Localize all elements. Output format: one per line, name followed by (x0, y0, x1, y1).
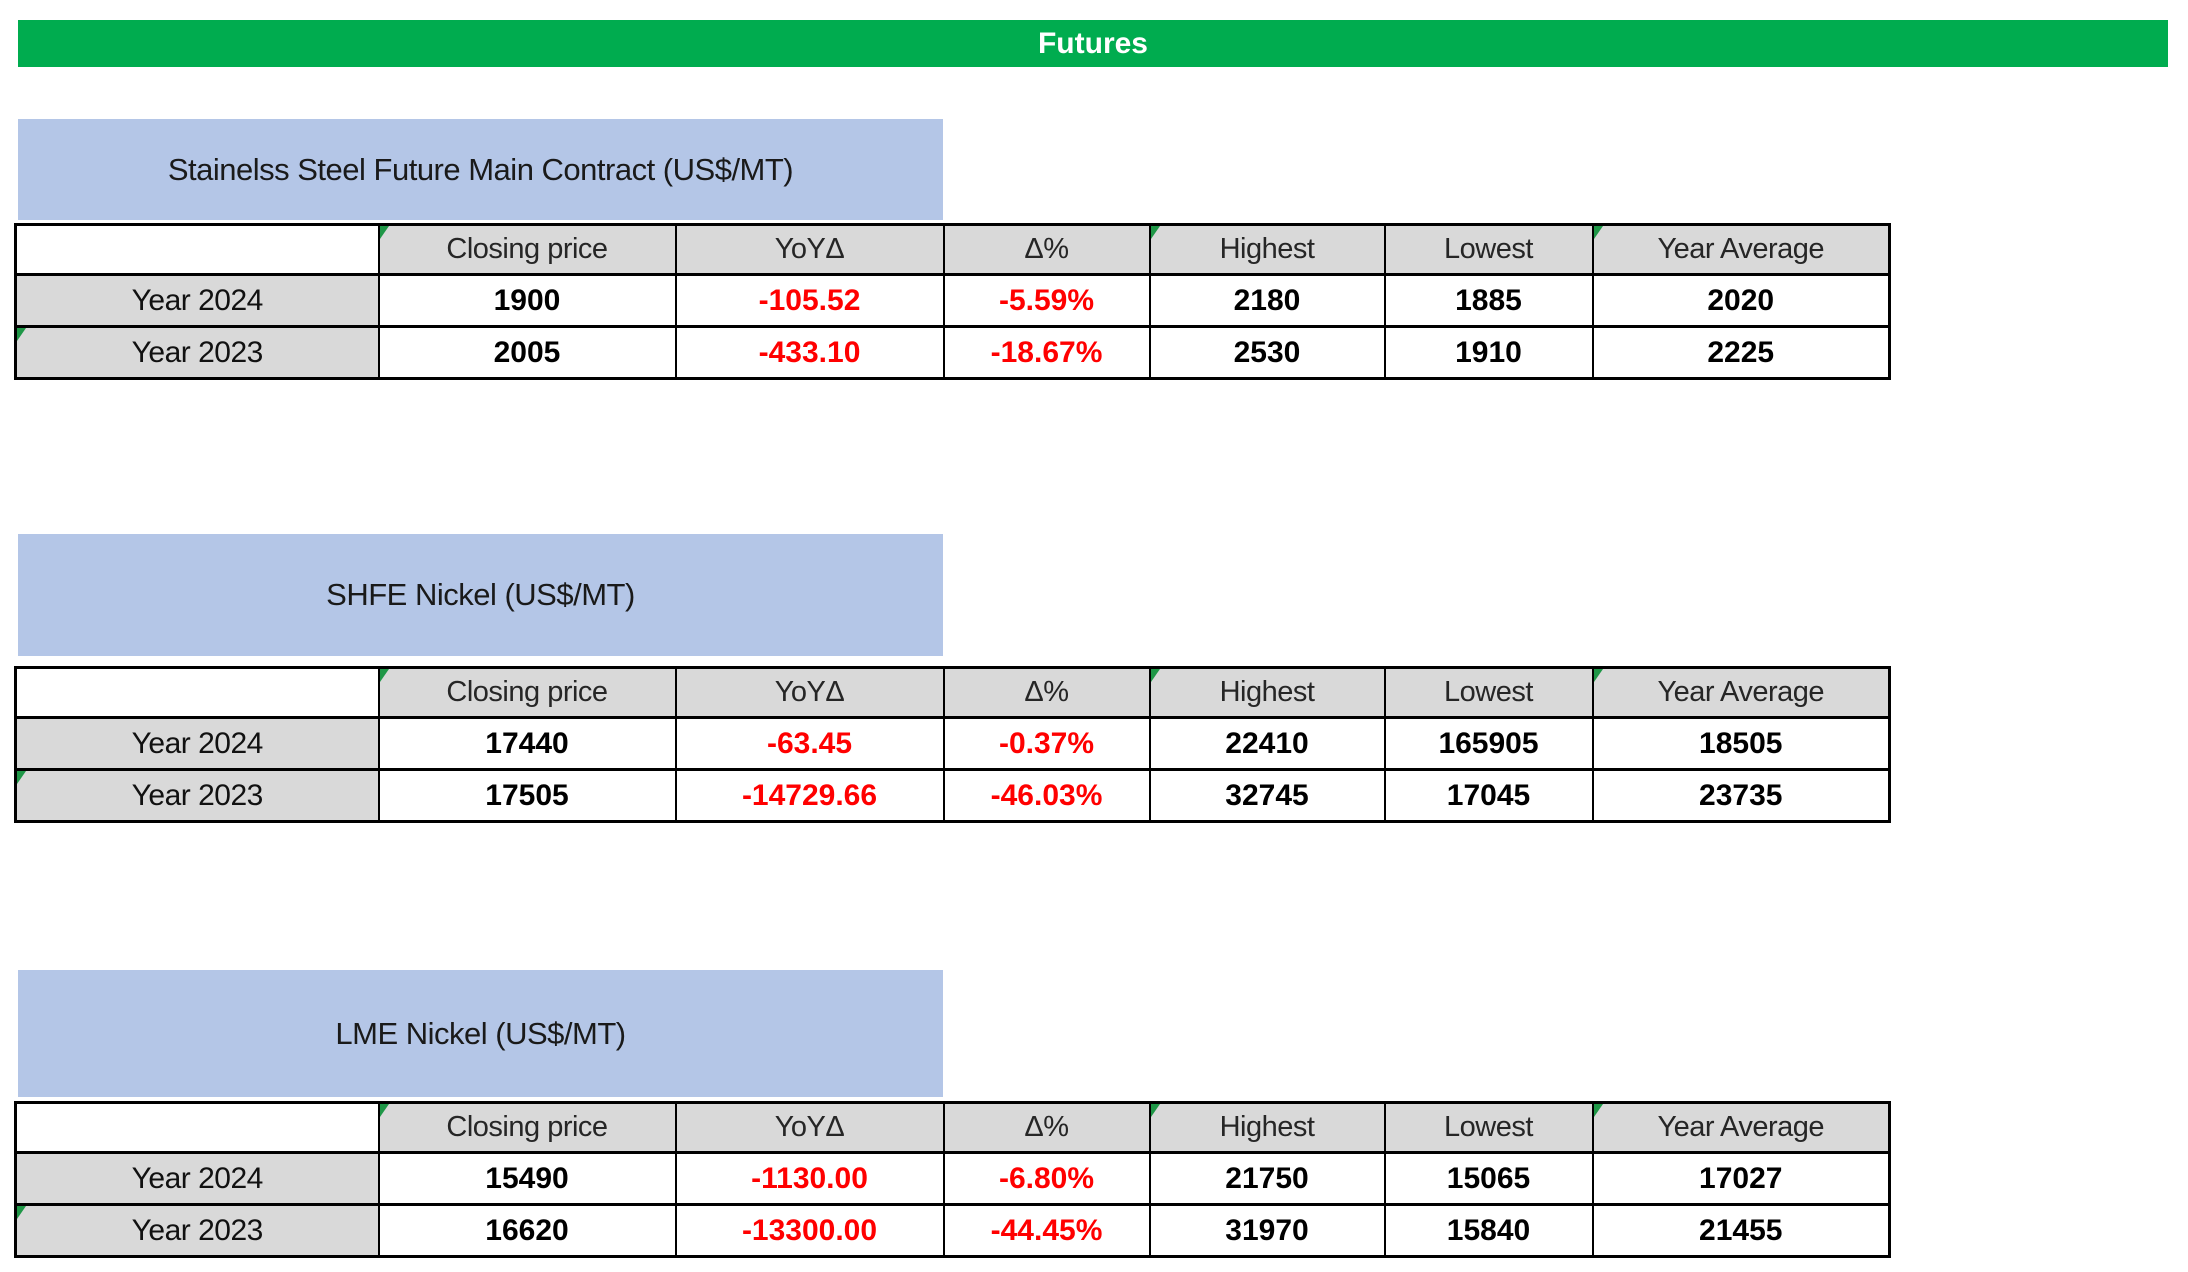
col-header-highest: Highest (1148, 1101, 1386, 1154)
row-label-year-2024: Year 2024 (14, 1151, 380, 1206)
table-row-year-2023: Year 2023 2005 -433.10 -18.67% 2530 1910… (14, 325, 1891, 380)
value-cell: 17027 (1591, 1151, 1891, 1206)
value-cell: 1910 (1383, 325, 1594, 380)
col-header-closing-price: Closing price (377, 666, 677, 719)
section-title: SHFE Nickel (US$/MT) (326, 577, 635, 612)
col-header-delta-percent: Δ% (942, 1101, 1151, 1154)
table-row-year-2023: Year 2023 16620 -13300.00 -44.45% 31970 … (14, 1203, 1891, 1258)
row-label-year-2023: Year 2023 (14, 768, 380, 823)
value-cell: 2180 (1148, 273, 1386, 328)
error-indicator-icon (1594, 1105, 1603, 1117)
table-row-year-2024: Year 2024 17440 -63.45 -0.37% 22410 1659… (14, 716, 1891, 771)
value-cell: 165905 (1383, 716, 1594, 771)
table-stainless-steel: Closing price YoYΔ Δ% Highest Lowest Yea… (14, 223, 1891, 380)
error-indicator-icon (380, 227, 389, 239)
error-indicator-icon (17, 1207, 26, 1219)
col-header-year-average: Year Average (1591, 1101, 1891, 1154)
value-cell: 22410 (1148, 716, 1386, 771)
value-cell: 31970 (1148, 1203, 1386, 1258)
value-cell: 15065 (1383, 1151, 1594, 1206)
section-title-block-stainless-steel: Stainelss Steel Future Main Contract (US… (18, 119, 943, 220)
col-header-highest: Highest (1148, 223, 1386, 276)
error-indicator-icon (380, 670, 389, 682)
col-header-closing-price: Closing price (377, 1101, 677, 1154)
error-indicator-icon (380, 1105, 389, 1117)
value-cell: 2530 (1148, 325, 1386, 380)
error-indicator-icon (1594, 670, 1603, 682)
value-cell: 21750 (1148, 1151, 1386, 1206)
error-indicator-icon (1151, 1105, 1160, 1117)
value-cell: -433.10 (674, 325, 945, 380)
table-header-row: Closing price YoYΔ Δ% Highest Lowest Yea… (14, 1101, 1891, 1154)
value-cell: 17045 (1383, 768, 1594, 823)
value-cell: 21455 (1591, 1203, 1891, 1258)
value-cell: -0.37% (942, 716, 1151, 771)
row-label-year-2023: Year 2023 (14, 325, 380, 380)
col-header-yoy-delta: YoYΔ (674, 223, 945, 276)
value-cell: -6.80% (942, 1151, 1151, 1206)
value-cell: -105.52 (674, 273, 945, 328)
value-cell: 1900 (377, 273, 677, 328)
value-cell: 15840 (1383, 1203, 1594, 1258)
value-cell: 2005 (377, 325, 677, 380)
table-lme-nickel: Closing price YoYΔ Δ% Highest Lowest Yea… (14, 1101, 1891, 1258)
error-indicator-icon (17, 329, 26, 341)
col-header-delta-percent: Δ% (942, 223, 1151, 276)
col-header-year-average: Year Average (1591, 223, 1891, 276)
table-header-row: Closing price YoYΔ Δ% Highest Lowest Yea… (14, 223, 1891, 276)
table-header-row: Closing price YoYΔ Δ% Highest Lowest Yea… (14, 666, 1891, 719)
table-shfe-nickel: Closing price YoYΔ Δ% Highest Lowest Yea… (14, 666, 1891, 823)
value-cell: -44.45% (942, 1203, 1151, 1258)
value-cell: 32745 (1148, 768, 1386, 823)
value-cell: -63.45 (674, 716, 945, 771)
value-cell: 16620 (377, 1203, 677, 1258)
value-cell: -1130.00 (674, 1151, 945, 1206)
value-cell: -5.59% (942, 273, 1151, 328)
value-cell: 18505 (1591, 716, 1891, 771)
value-cell: -13300.00 (674, 1203, 945, 1258)
banner-title: Futures (1037, 27, 1148, 60)
error-indicator-icon (1594, 227, 1603, 239)
value-cell: 17440 (377, 716, 677, 771)
value-cell: 2225 (1591, 325, 1891, 380)
table-row-year-2024: Year 2024 15490 -1130.00 -6.80% 21750 15… (14, 1151, 1891, 1206)
col-header-yoy-delta: YoYΔ (674, 666, 945, 719)
row-label-year-2024: Year 2024 (14, 273, 380, 328)
error-indicator-icon (1151, 670, 1160, 682)
corner-empty-cell (14, 223, 380, 276)
value-cell: 23735 (1591, 768, 1891, 823)
table-row-year-2024: Year 2024 1900 -105.52 -5.59% 2180 1885 … (14, 273, 1891, 328)
futures-banner: Futures (18, 20, 2168, 67)
value-cell: 1885 (1383, 273, 1594, 328)
table-row-year-2023: Year 2023 17505 -14729.66 -46.03% 32745 … (14, 768, 1891, 823)
value-cell: 17505 (377, 768, 677, 823)
corner-empty-cell (14, 1101, 380, 1154)
col-header-delta-percent: Δ% (942, 666, 1151, 719)
col-header-year-average: Year Average (1591, 666, 1891, 719)
col-header-yoy-delta: YoYΔ (674, 1101, 945, 1154)
section-title-block-lme-nickel: LME Nickel (US$/MT) (18, 970, 943, 1097)
col-header-lowest: Lowest (1383, 223, 1594, 276)
row-label-year-2024: Year 2024 (14, 716, 380, 771)
error-indicator-icon (1151, 227, 1160, 239)
col-header-lowest: Lowest (1383, 1101, 1594, 1154)
value-cell: -14729.66 (674, 768, 945, 823)
col-header-lowest: Lowest (1383, 666, 1594, 719)
corner-empty-cell (14, 666, 380, 719)
section-title: Stainelss Steel Future Main Contract (US… (167, 151, 794, 187)
error-indicator-icon (17, 772, 26, 784)
row-label-year-2023: Year 2023 (14, 1203, 380, 1258)
value-cell: 15490 (377, 1151, 677, 1206)
value-cell: -46.03% (942, 768, 1151, 823)
value-cell: -18.67% (942, 325, 1151, 380)
section-title: LME Nickel (US$/MT) (335, 1015, 626, 1051)
col-header-highest: Highest (1148, 666, 1386, 719)
section-title-block-shfe-nickel: SHFE Nickel (US$/MT) (18, 534, 943, 656)
col-header-closing-price: Closing price (377, 223, 677, 276)
value-cell: 2020 (1591, 273, 1891, 328)
